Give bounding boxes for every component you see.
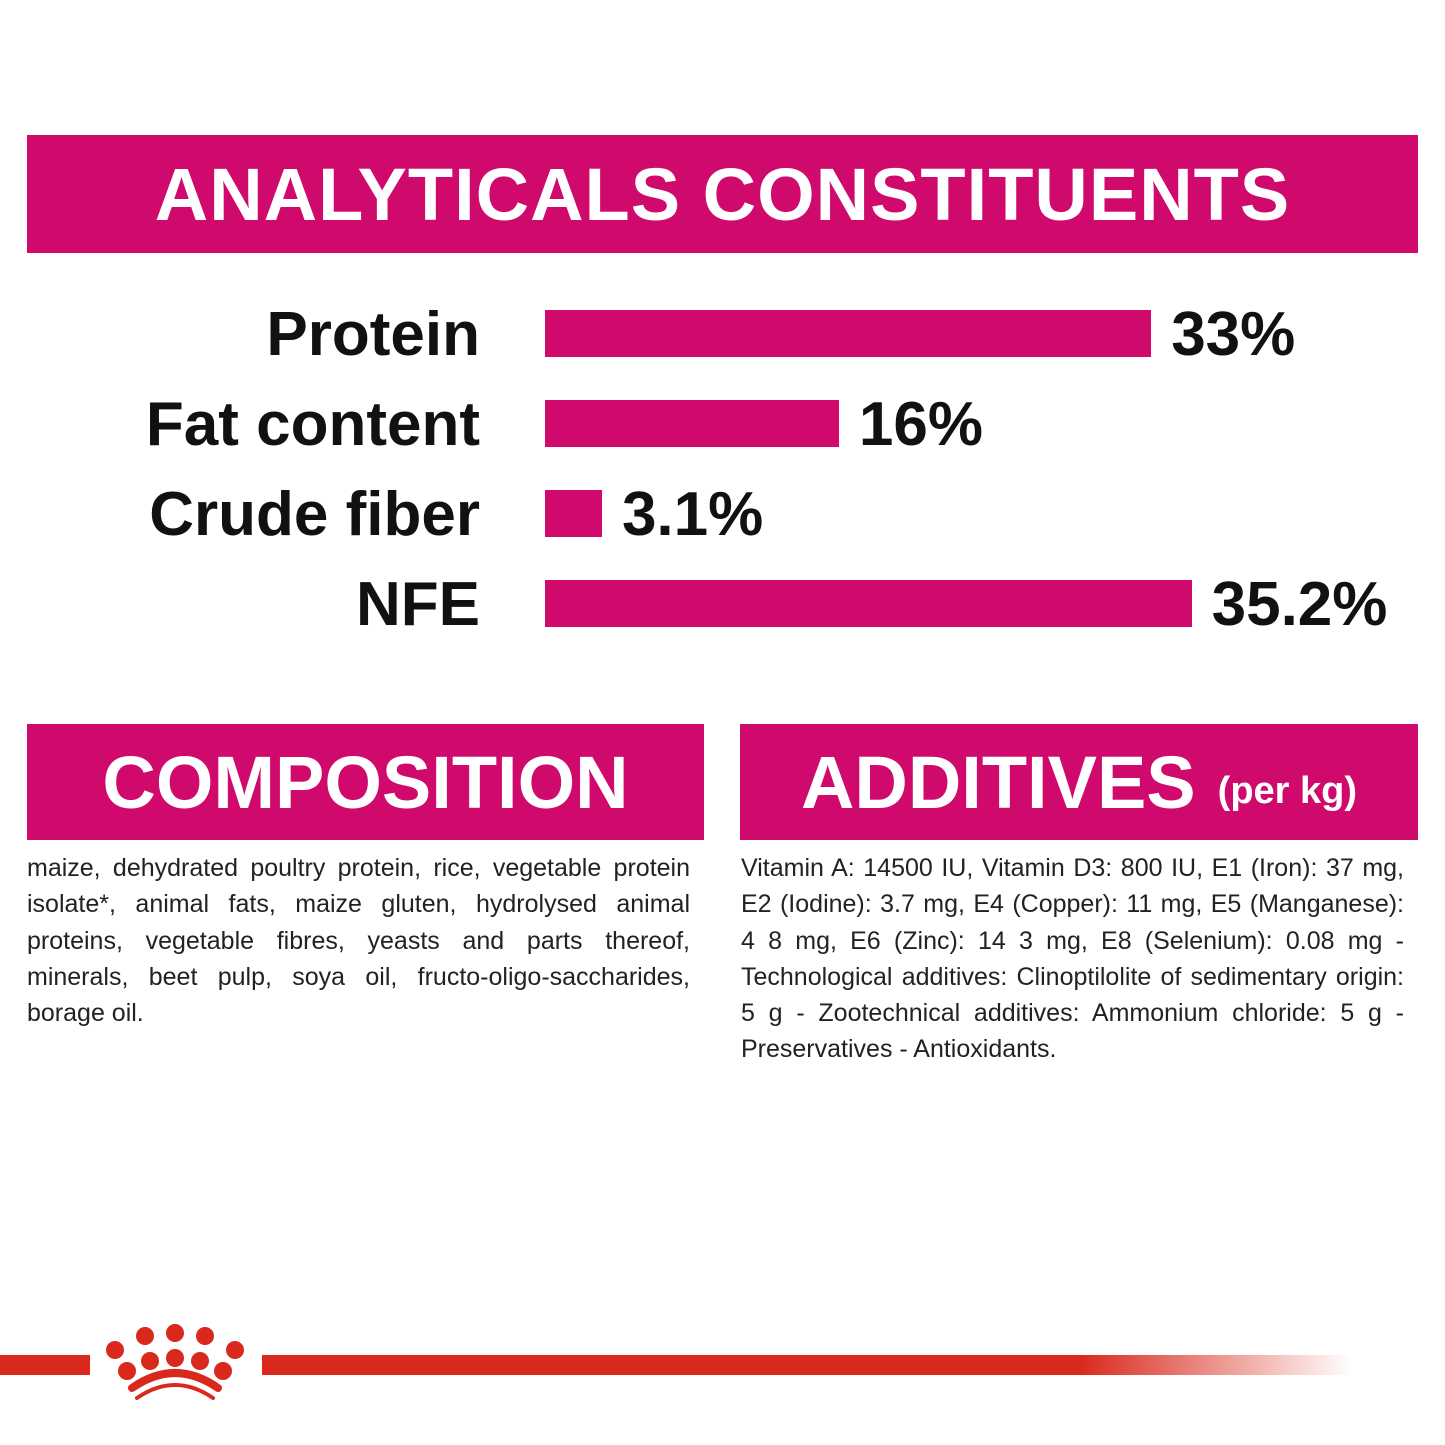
header-title: ANALYTICALS CONSTITUENTS (154, 152, 1291, 236)
brand-line-left (0, 1355, 90, 1375)
additives-title: ADDITIVES (800, 740, 1196, 824)
bar-fat-content (545, 400, 839, 447)
additives-text: Vitamin A: 14500 IU, Vitamin D3: 800 IU,… (741, 854, 1404, 1064)
bar-value-label: 33% (1171, 300, 1296, 369)
additives-header: ADDITIVES (per kg) (740, 724, 1418, 840)
composition-text: maize, dehydrated poultry protein, rice,… (27, 854, 690, 1028)
bar-label: Fat content (145, 390, 480, 459)
additives-subtitle: (per kg) (1217, 769, 1358, 812)
composition-title: COMPOSITION (102, 740, 629, 824)
bar-value-label: 3.1% (621, 480, 764, 549)
bar-value-label: 35.2% (1211, 570, 1388, 639)
brand-line-right (262, 1355, 1352, 1375)
bar-protein (545, 310, 1152, 357)
analytical-constituents-header: ANALYTICALS CONSTITUENTS (27, 135, 1418, 253)
composition-header: COMPOSITION (27, 724, 704, 840)
bar-nfe (545, 580, 1192, 627)
bar-label: Crude fiber (149, 480, 480, 549)
royal-canin-crown-icon (106, 1324, 244, 1400)
bar-crude-fiber (545, 490, 602, 537)
bar-label: NFE (356, 570, 480, 639)
bar-label: Protein (266, 300, 480, 369)
bar-value-label: 16% (858, 390, 983, 459)
